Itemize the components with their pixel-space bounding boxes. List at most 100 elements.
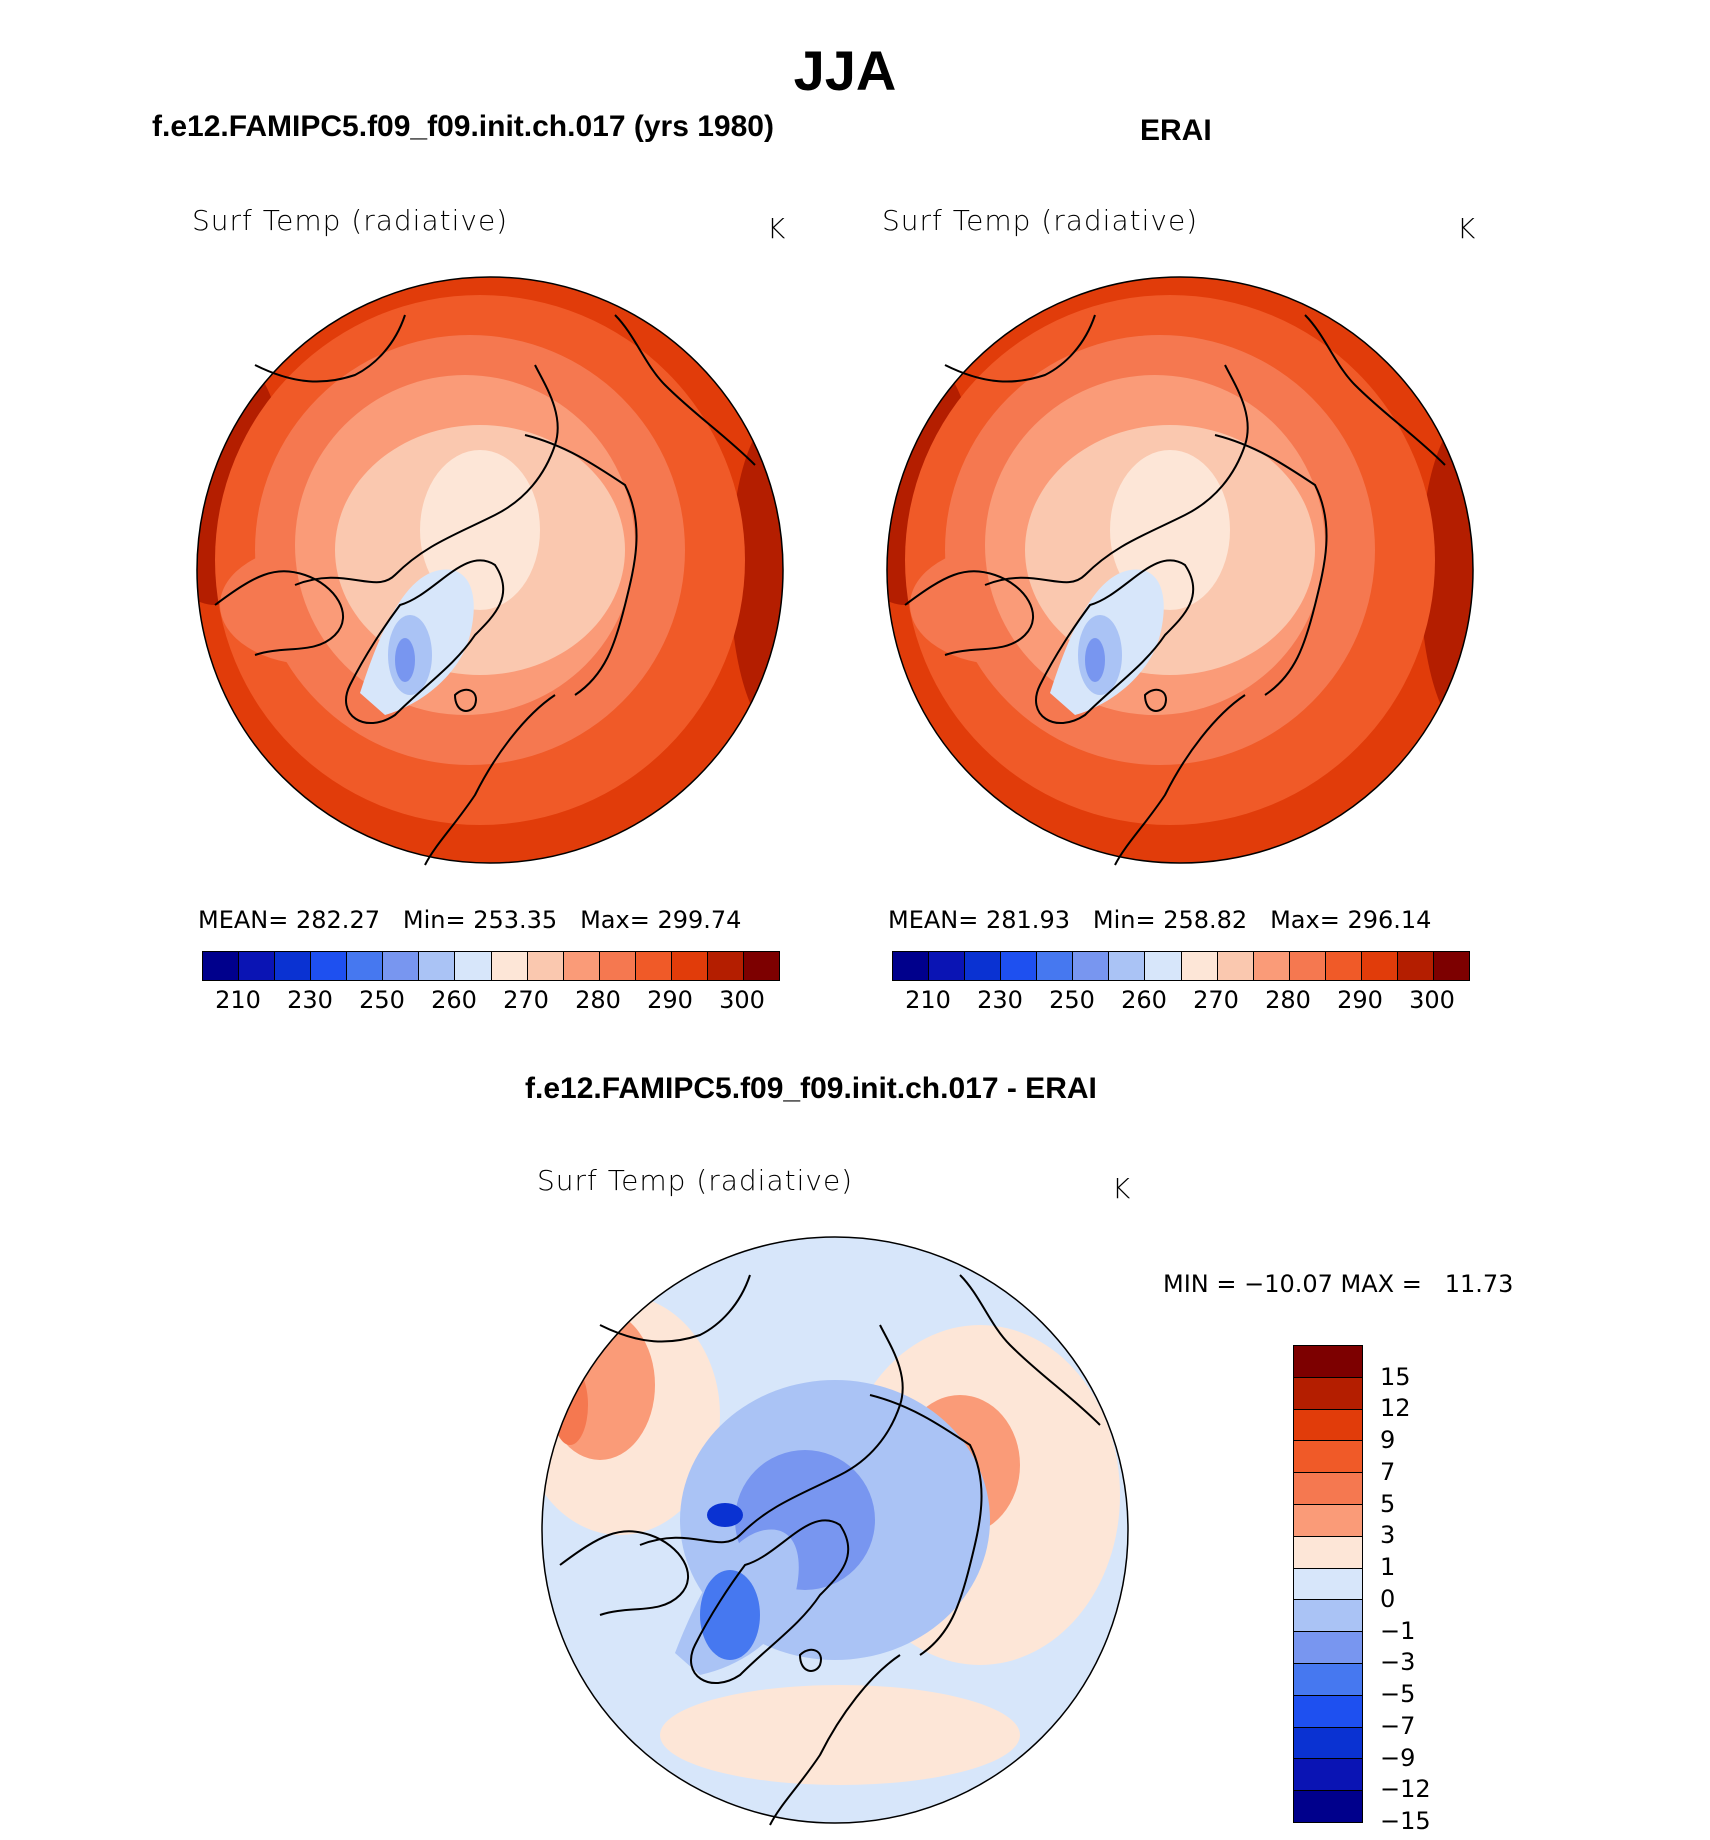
panel2-min-label: Min= [1092, 906, 1156, 934]
panel2-colorbar [892, 951, 1470, 981]
colorbar-swatch [1294, 1409, 1362, 1442]
colorbar-swatch [311, 952, 348, 980]
colorbar-tick-label: 270 [1193, 986, 1239, 1014]
colorbar-tick-label: 5 [1380, 1489, 1396, 1518]
map-border [886, 276, 1474, 864]
coastline [959, 1274, 1101, 1426]
colorbar-swatch [893, 952, 930, 980]
colorbar-tick-label: −3 [1380, 1648, 1416, 1677]
colorbar-swatch [1253, 952, 1290, 980]
panel1-stats: MEAN= 282.27 Min= 253.35 Max= 299.74 [198, 906, 741, 934]
colorbar-tick-label: 15 [1380, 1362, 1411, 1391]
colorbar-swatch [1294, 1568, 1362, 1601]
panel2-variable-label: Surf Temp (radiative) [882, 204, 1199, 237]
coastline [769, 1654, 901, 1826]
coastline [614, 314, 756, 466]
colorbar-swatch [671, 952, 708, 980]
panel2-max-label: Max= [1270, 906, 1340, 934]
coastline [424, 694, 556, 866]
map-fill-layer [542, 1237, 1128, 1823]
colorbar-swatch [1289, 952, 1326, 980]
greenland-cold [700, 1570, 760, 1660]
coastline [524, 434, 638, 696]
colorbar-tick-label: 1 [1380, 1553, 1396, 1582]
colorbar-swatch [491, 952, 528, 980]
panel1-colorbar [202, 951, 780, 981]
panel1-max-value: 299.74 [657, 906, 742, 934]
colorbar-tick-label: −12 [1380, 1775, 1431, 1804]
panel1-heading: f.e12.FAMIPC5.f09_f09.init.ch.017 (yrs 1… [152, 110, 774, 143]
coastline [1114, 694, 1246, 866]
colorbar-swatch [1433, 952, 1469, 980]
colorbar-swatch [1294, 1377, 1362, 1410]
map-border [541, 1236, 1129, 1824]
coastline [599, 1274, 751, 1343]
panel1-polar-map [196, 276, 784, 866]
greenland-summit [395, 638, 415, 682]
colorbar-swatch [1397, 952, 1434, 980]
colorbar-swatch [1145, 952, 1182, 980]
colorbar-tick-label: 210 [905, 986, 951, 1014]
colorbar-tick-label: 12 [1380, 1394, 1411, 1423]
coastline [904, 570, 1035, 656]
colorbar-swatch [203, 952, 240, 980]
panel1-variable-label: Surf Temp (radiative) [192, 204, 509, 237]
panel1-mean-value: 282.27 [296, 906, 380, 934]
colorbar-swatch [707, 952, 744, 980]
hot-region [730, 415, 783, 735]
panel1-min-label: Min= [402, 906, 466, 934]
colorbar-swatch [563, 952, 600, 980]
coastline [639, 1324, 904, 1546]
colorbar-tick-label: 300 [1409, 986, 1455, 1014]
coastline [1214, 434, 1328, 696]
diff-minmax: MIN = −10.07 MAX = 11.73 [1163, 1270, 1514, 1298]
panel2-mean-label: MEAN= [888, 906, 979, 934]
panel2-heading: ERAI [1140, 114, 1212, 147]
colorbar-tick-label: −1 [1380, 1616, 1416, 1645]
panel1-colorbar-ticks: 210 230 250 260 270 280 290 300 [202, 986, 778, 1016]
diff-units-label: K [1112, 1172, 1132, 1205]
coastline [1035, 559, 1195, 725]
colorbar-swatch [1181, 952, 1218, 980]
panel2-polar-map [886, 276, 1474, 866]
panel2-units-label: K [1457, 212, 1477, 245]
colorbar-tick-label: −15 [1380, 1807, 1431, 1835]
colorbar-tick-label: 280 [575, 986, 621, 1014]
colorbar-swatch [1037, 952, 1074, 980]
colorbar-tick-label: 3 [1380, 1521, 1396, 1550]
colorbar-tick-label: 230 [977, 986, 1023, 1014]
colorbar-swatch [1361, 952, 1398, 980]
coastline [214, 570, 345, 656]
hot-region [1420, 415, 1473, 735]
diff-colorbar [1293, 1345, 1363, 1823]
coastline [1304, 314, 1446, 466]
colorbar-swatch [1294, 1727, 1362, 1760]
colorbar-tick-label: 290 [1337, 986, 1383, 1014]
colorbar-swatch [383, 952, 420, 980]
colorbar-tick-label: 210 [215, 986, 261, 1014]
colorbar-swatch [1109, 952, 1146, 980]
colorbar-swatch [527, 952, 564, 980]
colorbar-swatch [239, 952, 276, 980]
panel2-colorbar-ticks: 210 230 250 260 270 280 290 300 [892, 986, 1468, 1016]
colorbar-swatch [1294, 1632, 1362, 1664]
panel1-units-label: K [767, 212, 787, 245]
colorbar-swatch [1294, 1504, 1362, 1537]
coastline [984, 364, 1249, 586]
archipelago-cold [707, 1503, 743, 1527]
iceland-coastline [1144, 688, 1167, 712]
colorbar-swatch [1294, 1759, 1362, 1792]
map-fill-layer [197, 277, 783, 863]
colorbar-tick-label: −5 [1380, 1680, 1416, 1709]
colorbar-swatch [1294, 1536, 1362, 1569]
colorbar-swatch [347, 952, 384, 980]
colorbar-swatch [1294, 1473, 1362, 1505]
iceland-coastline [454, 688, 477, 712]
panel1-min-value: 253.35 [473, 906, 558, 934]
colorbar-tick-label: 250 [1049, 986, 1095, 1014]
coastline [345, 559, 505, 725]
panel1-max-label: Max= [580, 906, 650, 934]
panel1-mean-label: MEAN= [198, 906, 289, 934]
colorbar-tick-label: 9 [1380, 1426, 1396, 1455]
colorbar-swatch [1294, 1600, 1362, 1633]
